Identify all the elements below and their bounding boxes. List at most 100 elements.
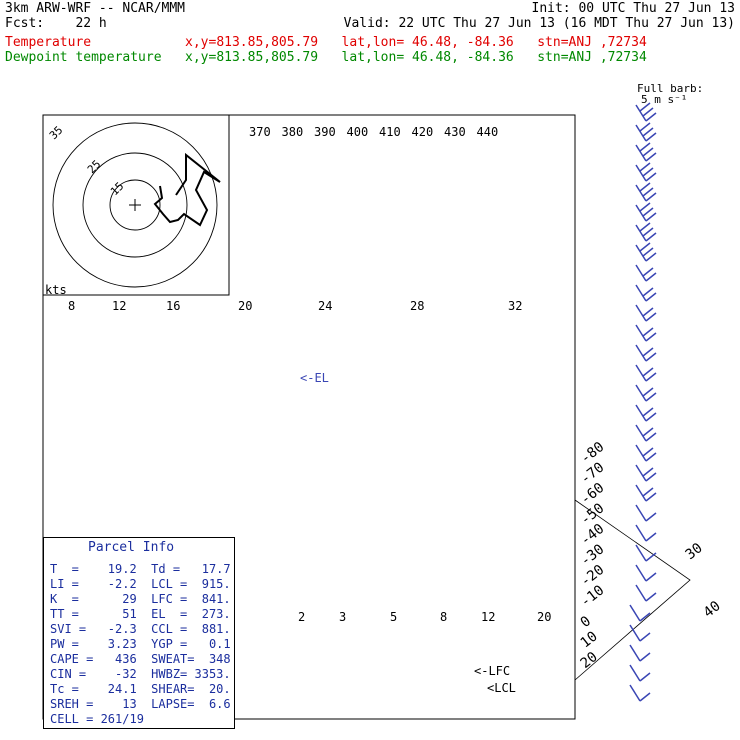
- wind-barb-flag: [642, 307, 654, 317]
- wind-barb-flag: [645, 212, 657, 222]
- theta-label: 370: [249, 125, 271, 139]
- wind-barb-flag: [642, 287, 654, 297]
- kts-scale-label: 24: [318, 299, 332, 313]
- header-forecast: Fcst: 22 h: [5, 16, 107, 31]
- theta-label: 430: [444, 125, 466, 139]
- wind-barb-flag: [639, 632, 651, 642]
- wind-barb-flag: [639, 222, 651, 232]
- mixing-ratio-label: 12: [481, 610, 495, 624]
- wind-barb: [635, 204, 647, 222]
- wind-barb-flag: [642, 467, 654, 477]
- hodograph-ring: [82, 152, 188, 258]
- parcel-row: SREH = 13 LAPSE= 6.6: [50, 697, 231, 711]
- wind-barb: [629, 624, 641, 642]
- wind-barb: [635, 124, 647, 142]
- wind-barb-flag: [642, 427, 654, 437]
- kts-scale-label: 12: [112, 299, 126, 313]
- wind-barb-flag: [642, 147, 654, 157]
- wind-barb: [635, 584, 647, 602]
- parcel-row: LI = -2.2 LCL = 915.: [50, 577, 231, 591]
- parcel-row: K = 29 LFC = 841.: [50, 592, 231, 606]
- wind-barb-legend-title: Full barb:: [637, 82, 704, 95]
- wind-barb-flag: [645, 292, 657, 302]
- lfc-marker: <-LFC: [474, 664, 510, 678]
- wind-barb-flag: [639, 142, 651, 152]
- wind-barb-flag: [645, 392, 657, 402]
- mixing-ratio-label: 3: [339, 610, 346, 624]
- wind-barb-flag: [645, 432, 657, 442]
- wind-barb-flag: [645, 532, 657, 542]
- wind-barb: [635, 304, 647, 322]
- wind-barb-flag: [645, 352, 657, 362]
- hodograph-ring: [109, 179, 161, 231]
- wind-barb-flag: [645, 272, 657, 282]
- wind-barb-flag: [639, 202, 651, 212]
- kts-scale-label: 8: [68, 299, 75, 313]
- isotherm-label: 30: [683, 540, 706, 563]
- wind-barb: [635, 424, 647, 442]
- wind-barb: [635, 144, 647, 162]
- wind-barb-flag: [645, 252, 657, 262]
- wind-barb: [635, 264, 647, 282]
- wind-barb-flag: [645, 472, 657, 482]
- isotherm-label: -10: [578, 582, 608, 610]
- header-valid: Valid: 22 UTC Thu 27 Jun 13 (16 MDT Thu …: [343, 16, 735, 31]
- wind-barb-flag: [642, 167, 654, 177]
- wind-barb-flag: [645, 492, 657, 502]
- mixing-ratio-label: 8: [440, 610, 447, 624]
- wind-barb-flag: [642, 127, 654, 137]
- wind-barb-flag: [639, 122, 651, 132]
- isotherm-label: 20: [578, 649, 601, 672]
- legend-dewpoint: Dewpoint temperature x,y=813.85,805.79 l…: [5, 50, 647, 65]
- wind-barb: [635, 284, 647, 302]
- wind-barb: [629, 684, 641, 702]
- theta-label: 400: [347, 125, 369, 139]
- parcel-info-box: Parcel Info T = 19.2 Td = 17.7 LI = -2.2…: [43, 537, 235, 729]
- parcel-info-title: Parcel Info: [88, 540, 175, 555]
- wind-barb: [635, 404, 647, 422]
- mixing-ratio-label: 5: [390, 610, 397, 624]
- wind-barb-flag: [642, 347, 654, 357]
- wind-barb-flag: [642, 107, 654, 117]
- wind-barb-flag: [645, 452, 657, 462]
- wind-barb-flag: [639, 692, 651, 702]
- parcel-row: TT = 51 EL = 273.: [50, 607, 231, 621]
- kts-scale-label: 16: [166, 299, 180, 313]
- parcel-row: SVI = -2.3 CCL = 881.: [50, 622, 231, 636]
- kts-scale-label: 32: [508, 299, 522, 313]
- wind-barb-flag: [645, 112, 657, 122]
- wind-barb-flag: [642, 187, 654, 197]
- mixing-ratio-label: 20: [537, 610, 551, 624]
- isotherm-label: 0: [578, 613, 594, 631]
- wind-barb: [635, 544, 647, 562]
- wind-barb-flag: [639, 672, 651, 682]
- theta-label: 410: [379, 125, 401, 139]
- wind-barb: [635, 564, 647, 582]
- wind-barb-flag: [639, 242, 651, 252]
- lcl-marker: <LCL: [487, 681, 516, 695]
- wind-barb: [629, 604, 641, 622]
- wind-barb: [635, 224, 647, 242]
- wind-barb: [635, 524, 647, 542]
- wind-barb-flag: [645, 132, 657, 142]
- hodograph-trace: [153, 152, 221, 227]
- wind-barb-flag: [645, 412, 657, 422]
- wind-barb-flag: [645, 592, 657, 602]
- wind-barb: [629, 664, 641, 682]
- wind-barb-flag: [645, 512, 657, 522]
- parcel-row: CIN = -32 HWBZ= 3353.: [50, 667, 231, 681]
- kts-scale-label: kts: [45, 283, 67, 297]
- theta-label: 420: [412, 125, 434, 139]
- parcel-row: PW = 3.23 YGP = 0.1: [50, 637, 231, 651]
- wind-barb-flag: [639, 182, 651, 192]
- mixing-ratio-label: 2: [298, 610, 305, 624]
- theta-label: 380: [282, 125, 304, 139]
- wind-barb: [635, 364, 647, 382]
- wind-barb: [635, 324, 647, 342]
- wind-barb-legend-units: 5 m s⁻¹: [641, 93, 688, 106]
- wind-barb: [635, 184, 647, 202]
- wind-barb-flag: [642, 207, 654, 217]
- wind-barb-flag: [645, 232, 657, 242]
- wind-barb-flag: [642, 367, 654, 377]
